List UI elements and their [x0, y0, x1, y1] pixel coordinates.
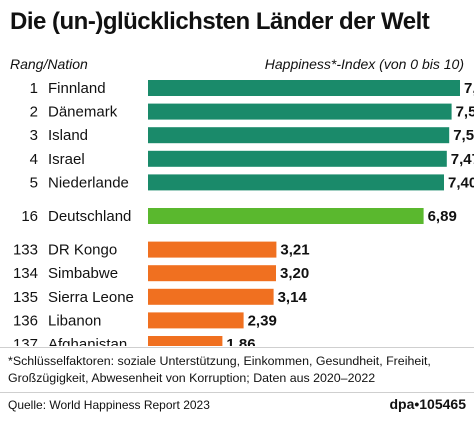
value-label: 7,80 — [464, 80, 474, 97]
chart-title: Die (un-)glücklichsten Länder der Welt — [10, 8, 430, 35]
dpa-credit: dpa•105465 — [389, 396, 466, 412]
rank-label: 136 — [13, 312, 38, 329]
value-label: 7,53 — [453, 127, 474, 144]
country-label: Israel — [48, 151, 85, 168]
country-label: DR Kongo — [48, 242, 117, 259]
rank-label: 5 — [30, 174, 38, 191]
value-label: 3,14 — [278, 289, 308, 306]
country-label: Dänemark — [48, 104, 118, 121]
value-label: 2,39 — [248, 312, 277, 329]
value-label: 7,59 — [456, 104, 474, 121]
bar — [148, 336, 223, 346]
bar — [148, 288, 274, 305]
bar-chart: 1 Finnland 7,80 2 Dänemark 7,59 3 Island 7,53 4 Is… — [13, 80, 474, 346]
country-label: Simbabwe — [48, 265, 118, 282]
value-label: 7,40 — [448, 174, 474, 191]
rank-label: 133 — [13, 242, 38, 259]
country-label: Finnland — [48, 80, 106, 97]
country-label: Niederlande — [48, 174, 129, 191]
value-label: 7,47 — [451, 151, 474, 168]
rank-label: 2 — [30, 104, 38, 121]
footer-divider — [0, 347, 474, 348]
index-header: Happiness*-Index (von 0 bis 10) — [264, 56, 464, 72]
rank-label: 135 — [13, 289, 38, 306]
rank-label: 3 — [30, 127, 38, 144]
rank-label: 16 — [21, 208, 38, 225]
bar — [148, 174, 444, 191]
bar — [148, 127, 450, 144]
footnote: *Schlüsselfaktoren: soziale Unterstützun… — [8, 354, 431, 385]
country-label: Afghanistan — [48, 336, 127, 346]
value-label: 1,86 — [226, 336, 255, 346]
bar — [148, 80, 460, 96]
bar — [148, 312, 244, 329]
value-label: 6,89 — [428, 208, 457, 225]
rank-label: 4 — [30, 151, 38, 168]
rank-label: 137 — [13, 336, 38, 346]
country-label: Island — [48, 127, 88, 144]
rank-nation-header: Rang/Nation — [10, 56, 88, 72]
value-label: 3,21 — [280, 242, 309, 259]
country-label: Sierra Leone — [48, 289, 134, 306]
source-text: Quelle: World Happiness Report 2023 — [8, 398, 210, 412]
bar — [148, 103, 452, 120]
rank-label: 134 — [13, 265, 38, 282]
bar — [148, 208, 424, 224]
value-label: 3,20 — [280, 265, 309, 282]
country-label: Libanon — [48, 312, 101, 329]
source-divider — [0, 392, 474, 393]
bar — [148, 241, 277, 258]
rank-label: 1 — [30, 80, 38, 97]
country-label: Deutschland — [48, 208, 131, 225]
bar — [148, 265, 276, 282]
bar — [148, 150, 447, 167]
